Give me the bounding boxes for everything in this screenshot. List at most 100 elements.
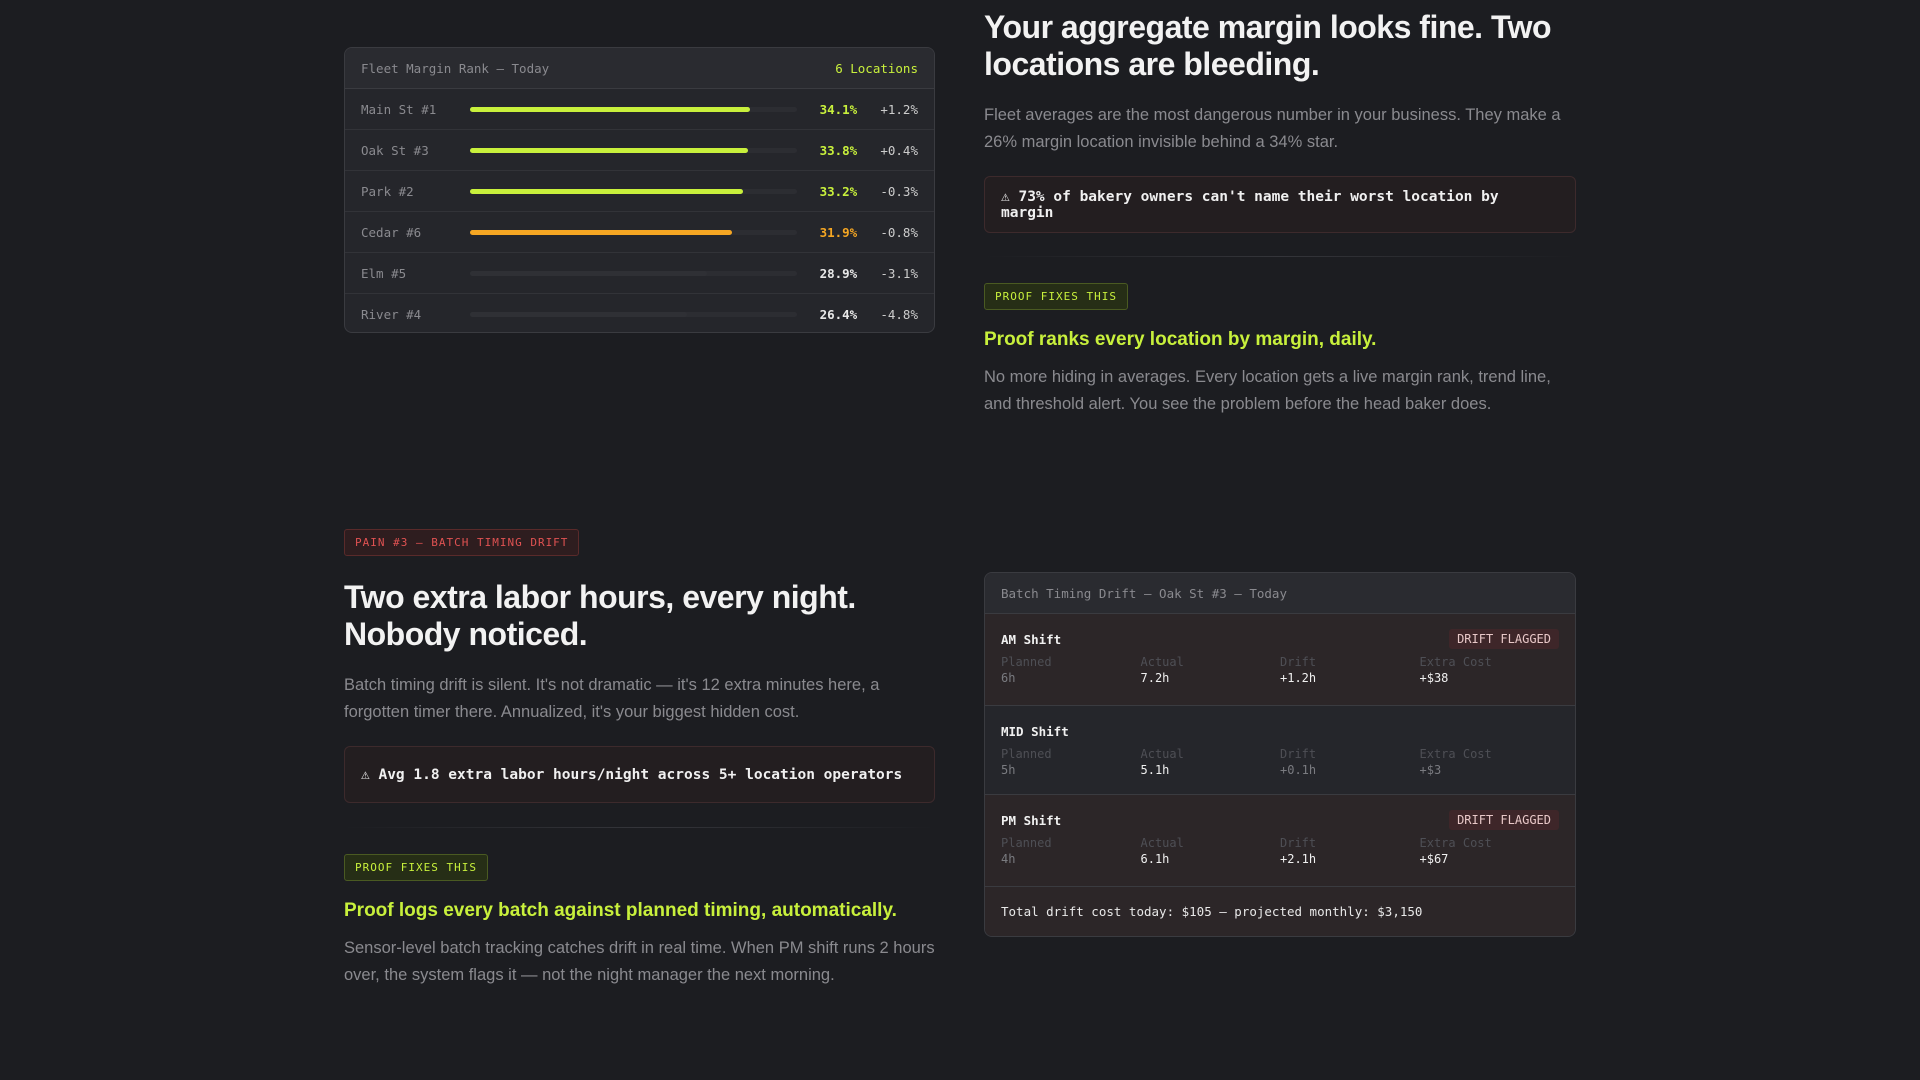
bar-track [469, 229, 798, 235]
margin-value: 34.1% [819, 101, 858, 117]
field-label: Extra Cost [1419, 836, 1492, 850]
margin-change: +0.4% [880, 142, 918, 158]
margin-bar [469, 312, 687, 317]
field-value: +2.1h [1280, 852, 1317, 866]
heading: Two extra labor hours, every night. Nobo… [344, 579, 856, 652]
shift-name: MID Shift [1001, 723, 1069, 739]
body-text: Sensor-level batch tracking catches drif… [344, 939, 935, 984]
shift-field: Actual 5.1h [1141, 746, 1281, 778]
body-text: Batch timing drift is silent. It's not d… [344, 676, 880, 721]
card-header: Batch Timing Drift — Oak St #3 — Today [985, 573, 1575, 614]
field-value: 6h [1001, 671, 1016, 685]
shift-field: Extra Cost +$3 [1420, 746, 1560, 778]
proof-badge: PROOF FIXES THIS [984, 283, 1128, 310]
section-2: PAIN #3 — BATCH TIMING DRIFT Two extra l… [344, 529, 935, 989]
body-text: Fleet averages are the most dangerous nu… [984, 106, 1561, 151]
body-text: No more hiding in averages. Every locati… [984, 368, 1551, 413]
stat-alert: ⚠ Avg 1.8 extra labor hours/night across… [344, 746, 935, 803]
pain-badge: PAIN #3 — BATCH TIMING DRIFT [344, 529, 580, 556]
field-label: Planned [1001, 747, 1052, 761]
shift-field: Actual 7.2h [1141, 654, 1281, 686]
card-header: Fleet Margin Rank — Today 6 Locations [345, 48, 934, 89]
shift-field: Extra Cost +$38 [1420, 654, 1560, 686]
card-title: Fleet Margin Rank — Today [361, 60, 550, 76]
margin-value: 33.8% [819, 142, 858, 158]
margin-change: -3.1% [880, 265, 918, 281]
shift-header: PM Shift DRIFT FLAGGED [1001, 809, 1559, 831]
shift-list: AM Shift DRIFT FLAGGED Planned 6h Actual 7.2h… [985, 614, 1575, 887]
field-value: 4h [1001, 852, 1016, 866]
rank-row: Cedar #6 31.9% -0.8% [345, 212, 934, 253]
field-label: Actual [1140, 836, 1184, 850]
shift-header: MID Shift [1001, 720, 1559, 742]
shift-name: AM Shift [1001, 631, 1062, 647]
location-name: River #4 [361, 307, 422, 322]
divider [984, 256, 1576, 257]
field-value: 7.2h [1140, 671, 1170, 685]
shift-name: PM Shift [1001, 812, 1062, 828]
rank-row: Main St #1 34.1% +1.2% [345, 89, 934, 130]
section-1: Your aggregate margin looks fine. Two lo… [984, 9, 1576, 418]
location-name: Park #2 [361, 183, 414, 199]
margin-bar [469, 229, 732, 235]
shift-field: Drift +2.1h [1280, 835, 1420, 867]
field-value: +0.1h [1280, 763, 1317, 777]
location-count: 6 Locations [835, 60, 918, 76]
subheading: Proof ranks every location by margin, da… [984, 329, 1377, 350]
shift-fields: Planned 6h Actual 7.2h Drift +1.2h Extra Cost +… [1001, 654, 1559, 686]
drift-flag: DRIFT FLAGGED [1449, 810, 1559, 830]
margin-card: Fleet Margin Rank — Today 6 Locations Ma… [344, 47, 935, 333]
drift-flag: DRIFT FLAGGED [1449, 629, 1559, 649]
rank-row: Elm #5 28.9% -3.1% [345, 253, 934, 294]
margin-change: -0.8% [880, 224, 918, 240]
field-label: Drift [1280, 836, 1317, 850]
bar-track [469, 312, 798, 317]
shift-field: Drift +1.2h [1280, 654, 1420, 686]
field-label: Drift [1280, 747, 1317, 761]
field-value: +$67 [1419, 852, 1449, 866]
margin-value: 33.2% [819, 183, 858, 199]
margin-bar [469, 270, 708, 276]
field-label: Extra Cost [1419, 655, 1492, 669]
margin-bar [469, 147, 748, 153]
field-label: Drift [1280, 655, 1317, 669]
card-title: Batch Timing Drift — Oak St #3 — Today [1001, 585, 1287, 601]
field-value: +$3 [1419, 763, 1442, 777]
margin-change: +1.2% [880, 101, 918, 117]
field-label: Extra Cost [1419, 747, 1492, 761]
rank-rows: Main St #1 34.1% +1.2% Oak St #3 33.8% +0.4% P… [345, 89, 934, 332]
bar-track [469, 147, 798, 153]
shift-row: AM Shift DRIFT FLAGGED Planned 6h Actual 7.2h… [985, 614, 1575, 706]
bar-track [469, 188, 798, 194]
shift-row: MID Shift Planned 5h Actual 5.1h Drift +0.1h Ex… [985, 706, 1575, 795]
field-value: 5h [1001, 763, 1016, 777]
margin-change: -4.8% [880, 307, 918, 322]
rank-row: River #4 26.4% -4.8% [345, 294, 934, 332]
divider [344, 827, 935, 828]
location-name: Main St #1 [361, 101, 437, 117]
shift-row: PM Shift DRIFT FLAGGED Planned 4h Actual 6.1h… [985, 795, 1575, 887]
shift-fields: Planned 5h Actual 5.1h Drift +0.1h Extra Cost +… [1001, 746, 1559, 778]
field-label: Actual [1140, 747, 1184, 761]
field-label: Planned [1001, 655, 1052, 669]
field-label: Planned [1001, 836, 1052, 850]
margin-bar [469, 106, 751, 112]
heading: Your aggregate margin looks fine. Two lo… [984, 9, 1552, 82]
field-value: +1.2h [1280, 671, 1317, 685]
margin-value: 28.9% [819, 265, 858, 281]
shift-field: Planned 4h [1001, 835, 1141, 867]
location-name: Elm #5 [361, 265, 407, 281]
shift-field: Actual 6.1h [1141, 835, 1281, 867]
shift-field: Drift +0.1h [1280, 746, 1420, 778]
subheading: Proof logs every batch against planned t… [344, 900, 897, 921]
shift-field: Planned 5h [1001, 746, 1141, 778]
bar-track [469, 270, 798, 276]
shift-field: Planned 6h [1001, 654, 1141, 686]
bar-track [469, 106, 798, 112]
location-name: Oak St #3 [361, 142, 429, 158]
stat-alert: ⚠ 73% of bakery owners can't name their … [984, 176, 1576, 233]
drift-card: Batch Timing Drift — Oak St #3 — Today A… [984, 572, 1576, 937]
shift-header: AM Shift DRIFT FLAGGED [1001, 628, 1559, 650]
location-name: Cedar #6 [361, 224, 422, 240]
